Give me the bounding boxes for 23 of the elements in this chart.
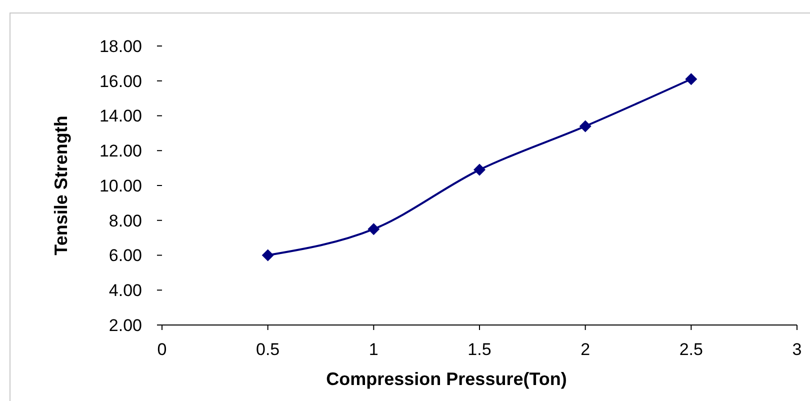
point <box>474 164 486 176</box>
y-tick-label: 16.00 <box>99 72 142 91</box>
point <box>579 120 592 132</box>
x-tick-label: 0 <box>157 340 167 359</box>
y-tick-label: 2.00 <box>108 316 142 335</box>
y-tick-label: 18.00 <box>99 36 142 56</box>
x-tick-label: 1.5 <box>468 340 492 359</box>
y-tick-label: 6.00 <box>108 246 142 266</box>
x-tick-label: 3 <box>792 340 802 359</box>
point <box>262 249 274 262</box>
point <box>685 73 698 86</box>
x-tick-label: 2.5 <box>679 340 703 359</box>
x-tick-label: 0.5 <box>256 340 280 359</box>
y-tick-label: 8.00 <box>108 211 142 230</box>
x-tick-label: 1 <box>368 340 378 359</box>
y-tick-label: 12.00 <box>99 142 142 161</box>
y-tick-label: 4.00 <box>108 281 142 300</box>
y-tick-label: 14.00 <box>99 106 142 126</box>
x-tick-label: 2 <box>580 340 590 359</box>
y-tick-label: 10.00 <box>99 176 142 196</box>
point <box>368 223 380 236</box>
x-axis-title: Compression Pressure(Ton) <box>326 369 567 389</box>
y-axis-title: Tensile Strength <box>51 116 71 256</box>
